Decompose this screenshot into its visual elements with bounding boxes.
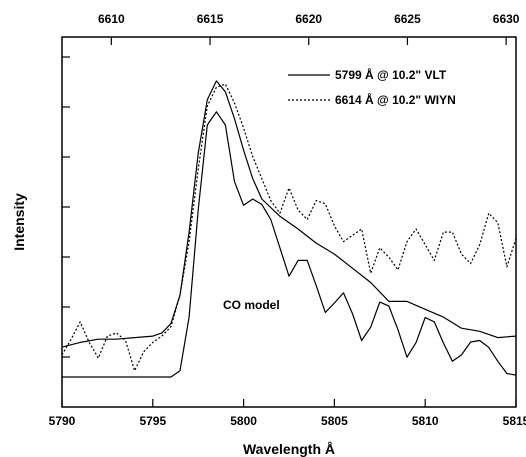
legend: 5799 Å @ 10.2" VLT 6614 Å @ 10.2" WIYN bbox=[288, 67, 456, 107]
legend-label-vlt: 5799 Å @ 10.2" VLT bbox=[335, 67, 447, 82]
bottom-x-tick-label: 5815 bbox=[503, 414, 526, 428]
series-co-model bbox=[62, 111, 517, 378]
y-axis-title: Intensity bbox=[11, 193, 27, 251]
legend-label-wiyn: 6614 Å @ 10.2" WIYN bbox=[335, 92, 456, 107]
series-vlt-5799 bbox=[61, 80, 517, 348]
top-x-tick-label: 6620 bbox=[295, 12, 322, 26]
bottom-x-tick-label: 5795 bbox=[139, 414, 166, 428]
top-x-tick-label: 6625 bbox=[394, 12, 421, 26]
top-x-tick-label: 6630 bbox=[493, 12, 520, 26]
x-axis-title: Wavelength Å bbox=[243, 441, 335, 457]
top-x-tick-label: 6615 bbox=[197, 12, 224, 26]
bottom-x-tick-label: 5810 bbox=[412, 414, 439, 428]
plot-frame bbox=[61, 36, 517, 408]
bottom-x-tick-label: 5790 bbox=[49, 414, 76, 428]
top-x-tick-label: 6610 bbox=[98, 12, 125, 26]
annotation-co-model: CO model bbox=[223, 298, 280, 312]
bottom-x-tick-label: 5805 bbox=[321, 414, 348, 428]
series-wiyn-6614 bbox=[61, 83, 517, 372]
bottom-x-axis: 5790 5795 5800 5805 5810 5815 bbox=[49, 399, 526, 428]
top-x-axis: 6610 6615 6620 6625 6630 bbox=[98, 12, 520, 45]
series-layer bbox=[61, 80, 517, 378]
bottom-x-tick-label: 5800 bbox=[230, 414, 257, 428]
y-axis-ticks bbox=[62, 56, 70, 358]
